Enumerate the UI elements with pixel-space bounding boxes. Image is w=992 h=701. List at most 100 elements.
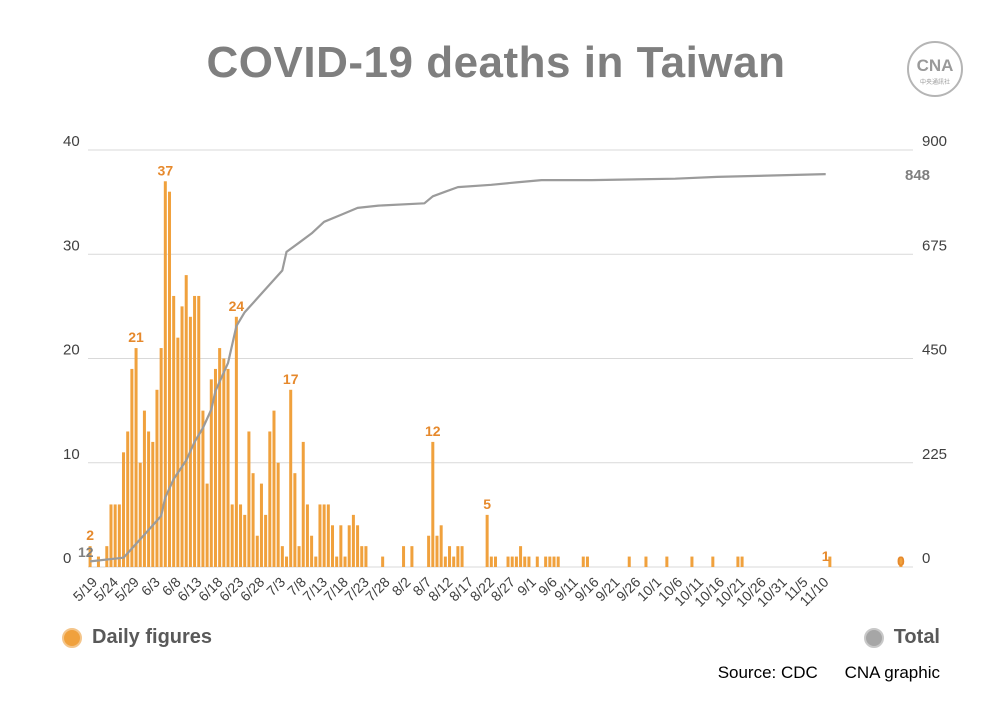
daily-bar (234, 316, 238, 567)
daily-bar (297, 546, 301, 567)
daily-bar (828, 556, 832, 567)
daily-bar (443, 556, 447, 567)
daily-bar (126, 431, 130, 567)
total-line (89, 173, 826, 563)
daily-bar (510, 556, 514, 567)
x-axis-tick-label: 6/28 (237, 574, 268, 605)
daily-data-label: 2 (86, 527, 94, 543)
daily-bar (184, 275, 188, 567)
daily-bar (581, 556, 585, 567)
daily-bar (356, 525, 360, 567)
daily-bar (460, 546, 464, 567)
daily-bar (209, 379, 213, 567)
daily-bar (627, 556, 631, 567)
daily-bar (251, 473, 255, 567)
daily-bar (740, 556, 744, 567)
daily-bar (167, 191, 172, 567)
daily-bar (544, 556, 548, 567)
daily-bar (163, 181, 167, 567)
legend-daily: Daily figures (62, 626, 212, 649)
daily-bar (259, 483, 263, 567)
total-data-label: 12 (78, 544, 94, 560)
daily-bar (280, 546, 284, 567)
daily-bar (448, 546, 452, 567)
daily-bar (293, 473, 297, 567)
daily-bar (117, 504, 121, 567)
daily-bar (435, 535, 439, 567)
daily-bar (514, 556, 518, 567)
chart-title: COVID-19 deaths in Taiwan (206, 38, 786, 87)
daily-bar (351, 514, 355, 567)
daily-bar (427, 535, 431, 567)
footer: Source: CDC CNA graphic (696, 663, 940, 683)
legend-daily-swatch (62, 627, 82, 648)
daily-bar (548, 556, 552, 567)
daily-bar (410, 546, 414, 567)
daily-bar (264, 514, 268, 567)
daily-data-label: 21 (128, 329, 144, 345)
daily-bar (172, 295, 176, 567)
daily-bar (188, 316, 192, 567)
daily-bar (109, 504, 113, 567)
daily-bar (243, 514, 247, 567)
right-axis-tick-label: 225 (922, 446, 947, 463)
daily-bar (527, 556, 531, 567)
daily-bar (142, 410, 146, 567)
daily-data-label: 12 (425, 423, 441, 439)
daily-bar (339, 525, 343, 567)
daily-bar (151, 441, 155, 567)
daily-bar (159, 348, 163, 567)
x-axis-tick-label: 5/29 (111, 574, 142, 605)
daily-bar (180, 306, 184, 567)
daily-bar (205, 483, 209, 567)
daily-data-label: 1 (822, 548, 830, 564)
daily-bar (197, 295, 201, 567)
daily-bar (268, 431, 272, 567)
daily-bar (88, 546, 92, 567)
daily-bar (535, 556, 539, 567)
daily-bar (736, 556, 740, 567)
legend-total: Total (863, 626, 940, 649)
daily-bar (644, 556, 648, 567)
left-axis-tick-label: 40 (63, 133, 80, 150)
daily-bar (711, 556, 715, 567)
daily-bar (272, 410, 276, 567)
left-axis-tick-label: 0 (63, 550, 71, 567)
svg-text:中央通訊社: 中央通訊社 (920, 78, 950, 86)
legend-total-swatch (863, 627, 884, 648)
daily-bar (556, 556, 560, 567)
daily-data-label: 17 (283, 371, 299, 387)
daily-bar (523, 556, 527, 567)
daily-bar (439, 525, 443, 567)
right-axis-tick-label: 900 (922, 133, 947, 150)
daily-bar (552, 556, 556, 567)
daily-bar (381, 556, 385, 567)
daily-bar (285, 556, 289, 567)
daily-bar (155, 389, 159, 567)
right-axis-tick-label: 0 (922, 550, 930, 567)
left-axis-tick-label: 30 (63, 237, 80, 254)
daily-bar (519, 546, 523, 567)
daily-bar (343, 556, 347, 567)
daily-bar (247, 431, 251, 567)
source-text: Source: CDC (717, 663, 818, 682)
legend-daily-label: Daily figures (92, 626, 213, 648)
right-axis-tick-label: 450 (922, 342, 947, 359)
daily-bar (239, 504, 243, 567)
daily-bar (230, 504, 234, 567)
daily-bar (322, 504, 326, 567)
daily-bar (690, 556, 694, 567)
daily-bar (138, 462, 142, 567)
daily-bar (314, 556, 318, 567)
daily-bar (226, 368, 230, 567)
daily-bar (218, 348, 222, 567)
daily-bar (431, 441, 435, 567)
daily-data-label: 5 (483, 496, 491, 512)
daily-bar (326, 504, 330, 567)
daily-bar (96, 556, 100, 567)
daily-bar (364, 546, 368, 567)
daily-bar (105, 546, 109, 567)
daily-bar (289, 389, 293, 567)
daily-bar (506, 556, 510, 567)
daily-bar (176, 337, 180, 567)
